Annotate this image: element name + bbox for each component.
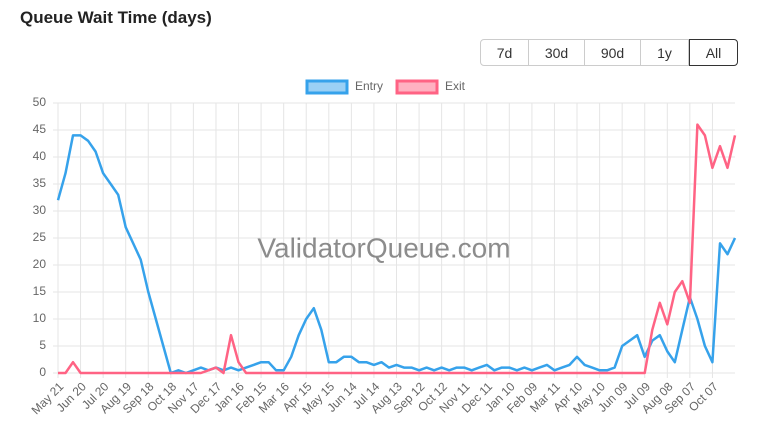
y-tick-label: 40 [33, 149, 47, 163]
legend-label: Exit [445, 79, 466, 93]
y-tick-label: 20 [33, 257, 47, 271]
y-tick-label: 25 [33, 230, 47, 244]
range-button[interactable]: 7d [480, 39, 529, 66]
legend-swatch [395, 79, 439, 95]
range-button[interactable]: 90d [585, 39, 641, 66]
chart-title: Queue Wait Time (days) [20, 8, 212, 27]
y-tick-label: 45 [33, 122, 47, 136]
legend-label: Entry [355, 79, 383, 93]
range-buttons: 7d 30d 90d 1y All [480, 39, 738, 66]
watermark: ValidatorQueue.com [257, 232, 510, 263]
y-tick-label: 10 [33, 311, 47, 325]
series-line [58, 123, 737, 375]
range-button[interactable]: All [689, 39, 738, 66]
y-tick-label: 35 [33, 176, 47, 190]
y-tick-label: 15 [33, 284, 47, 298]
y-tick-label: 5 [39, 338, 46, 352]
y-tick-label: 0 [39, 365, 46, 379]
range-button[interactable]: 30d [529, 39, 585, 66]
range-button[interactable]: 1y [641, 39, 689, 66]
legend-swatch [305, 79, 349, 95]
y-tick-label: 30 [33, 203, 47, 217]
y-tick-label: 50 [33, 95, 47, 109]
